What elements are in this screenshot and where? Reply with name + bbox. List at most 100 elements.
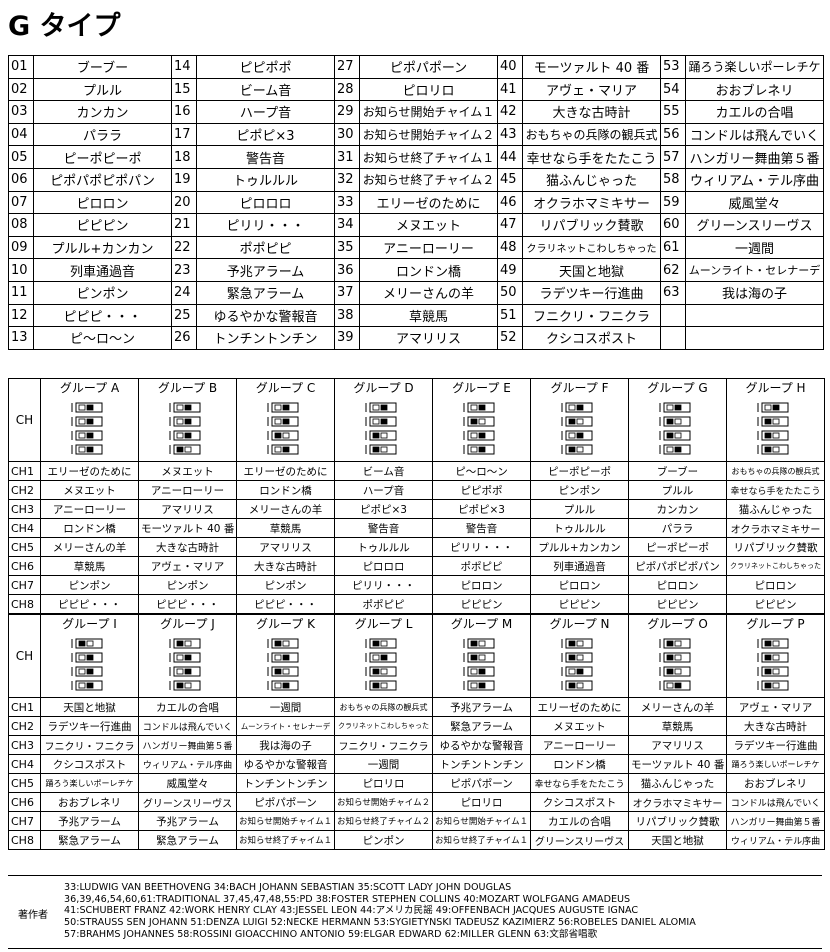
group-name: グループ F bbox=[550, 381, 609, 395]
name-cell: アヴェ・マリア bbox=[522, 77, 661, 102]
dip-part bbox=[674, 668, 681, 675]
channel-cell: 踊ろう楽しいポーレチケ bbox=[40, 773, 139, 793]
row-label: CH6 bbox=[8, 556, 41, 576]
dip-part bbox=[184, 640, 191, 647]
group-header: グループ M bbox=[432, 614, 531, 698]
number-cell: 33 bbox=[334, 190, 360, 215]
dip-switch-icon bbox=[561, 638, 592, 691]
group-name: グループ O bbox=[647, 617, 708, 631]
dip-part bbox=[764, 404, 771, 411]
channel-cell: アヴェ・マリア bbox=[138, 556, 237, 576]
channel-cell: アニーローリー bbox=[530, 735, 629, 755]
name-cell: ピポパポピポパン bbox=[33, 167, 172, 192]
group-name: グループ L bbox=[354, 617, 413, 631]
dip-part bbox=[282, 654, 289, 661]
name-cell: ピピピン bbox=[33, 213, 172, 237]
number-cell: 56 bbox=[660, 122, 686, 147]
channel-cell: 予兆アラーム bbox=[432, 697, 531, 717]
number-cell: 50 bbox=[497, 280, 523, 305]
dip-part bbox=[568, 668, 575, 675]
channel-cell: フニクリ・フニクラ bbox=[40, 735, 139, 755]
row: 12 ピピピ・・・ 25 ゆるやかな警報音 38 草競馬 51 フニクリ・フニクラ bbox=[8, 303, 824, 328]
dip-part bbox=[764, 682, 771, 689]
dip-part bbox=[772, 654, 779, 661]
number-cell: 03 bbox=[8, 100, 34, 124]
name-cell: ビーム音 bbox=[196, 77, 335, 102]
name-cell: ピロリロ bbox=[359, 77, 498, 102]
group-header: グループ L bbox=[334, 614, 433, 698]
row-label: CH2 bbox=[8, 716, 41, 736]
dip-part bbox=[576, 640, 583, 647]
dip-part bbox=[470, 668, 477, 675]
dip-part bbox=[470, 640, 477, 647]
number-cell: 11 bbox=[8, 280, 34, 305]
channel-cell: ロンドン橋 bbox=[236, 480, 335, 500]
dip-part bbox=[470, 418, 477, 425]
channel-cell: ピンポン bbox=[138, 575, 237, 595]
dip-part bbox=[372, 654, 379, 661]
channel-cell: ピロロロ bbox=[334, 556, 433, 576]
name-cell: クシコスポスト bbox=[522, 326, 661, 350]
channel-cell: ラデツキー行進曲 bbox=[726, 735, 825, 755]
row: CH7 予兆アラーム 予兆アラーム お知らせ開始チャイム１ お知らせ終了チャイム２ お知ら… bbox=[8, 811, 825, 831]
dip-part bbox=[576, 446, 583, 453]
dip-part bbox=[470, 682, 477, 689]
name-cell: ピンポン bbox=[33, 280, 172, 305]
dip-part bbox=[184, 654, 191, 661]
dip-part bbox=[380, 654, 387, 661]
number-cell: 46 bbox=[497, 190, 523, 215]
composer-lines: 33:LUDWIG VAN BEETHOVENG 34:BACH JOHANN … bbox=[64, 882, 696, 941]
dip-part bbox=[674, 654, 681, 661]
row: 08 ピピピン 21 ピリリ・・・ 34 メヌエット 47 リパブリック賛歌 60 グリーンスリー… bbox=[8, 213, 824, 237]
name-cell: ピロロロ bbox=[196, 190, 335, 215]
dip-part bbox=[184, 432, 191, 439]
channel-cell: 大きな古時計 bbox=[236, 556, 335, 576]
channel-cell: ハープ音 bbox=[334, 480, 433, 500]
name-cell: お知らせ終了チャイム１ bbox=[359, 145, 498, 169]
ch-header: CH bbox=[8, 378, 41, 462]
dip-part bbox=[372, 404, 379, 411]
channel-cell: 踊ろう楽しいポーレチケ bbox=[726, 754, 825, 774]
row: CH3 アニーローリー アマリリス メリーさんの羊 ピポピ×3 ピポピ×3 プルル カンカン猫… bbox=[8, 499, 825, 519]
dip-part bbox=[666, 668, 673, 675]
dip-part bbox=[274, 432, 281, 439]
dip-part bbox=[86, 640, 93, 647]
dip-part bbox=[274, 446, 281, 453]
row: CH6 草競馬 アヴェ・マリア 大きな古時計 ピロロロ ポポピピ 列車通過音 ピポパポピポパン… bbox=[8, 556, 825, 576]
row: CH1 天国と地獄 カエルの合唱 一週間 おもちゃの兵隊の観兵式 予兆アラーム エリーゼのた… bbox=[8, 697, 825, 717]
name-cell: グリーンスリーヴス bbox=[685, 213, 824, 237]
dip-part bbox=[764, 418, 771, 425]
number-cell: 32 bbox=[334, 167, 360, 192]
dip-part bbox=[568, 654, 575, 661]
dip-part bbox=[380, 432, 387, 439]
row-label: CH3 bbox=[8, 499, 41, 519]
channel-cell: グリーンスリーヴス bbox=[530, 830, 629, 850]
dip-switch-icon bbox=[365, 638, 396, 691]
row: CH6 おおブレネリ グリーンスリーヴス ピポパポーン お知らせ開始チャイム２ ピロリロク… bbox=[8, 792, 825, 812]
number-cell bbox=[660, 326, 686, 350]
row: 10 列車通過音 23 予兆アラーム 36 ロンドン橋 49 天国と地獄 62 ムーンライト・セレ… bbox=[8, 258, 824, 282]
dip-part bbox=[86, 418, 93, 425]
composer-line: 36,39,46,54,60,61:TRADITIONAL 37,45,47,4… bbox=[64, 893, 631, 905]
number-cell: 44 bbox=[497, 145, 523, 169]
channel-cell: ピピピ・・・ bbox=[236, 594, 335, 614]
dip-part bbox=[274, 668, 281, 675]
dip-part bbox=[568, 446, 575, 453]
dip-part bbox=[78, 654, 85, 661]
channel-cell: 大きな古時計 bbox=[138, 537, 237, 557]
group-name: グループ B bbox=[157, 381, 218, 395]
row: CH8 ピピピ・・・ ピピピ・・・ ピピピ・・・ ポポピピ ピピピン ピピピン ピピピン ピピピ… bbox=[8, 594, 825, 614]
row-label: CH5 bbox=[8, 537, 41, 557]
channel-cell: ピポパポーン bbox=[432, 773, 531, 793]
channel-cell: お知らせ開始チャイム１ bbox=[432, 811, 531, 831]
dip-part bbox=[176, 654, 183, 661]
channel-cell: ゆるやかな警報音 bbox=[432, 735, 531, 755]
group-header: グループ O bbox=[628, 614, 727, 698]
name-cell bbox=[685, 303, 824, 328]
dip-part bbox=[282, 418, 289, 425]
dip-part bbox=[576, 404, 583, 411]
group-header: グループ A bbox=[40, 378, 139, 462]
dip-part bbox=[568, 432, 575, 439]
channel-cell: ピンポン bbox=[334, 830, 433, 850]
